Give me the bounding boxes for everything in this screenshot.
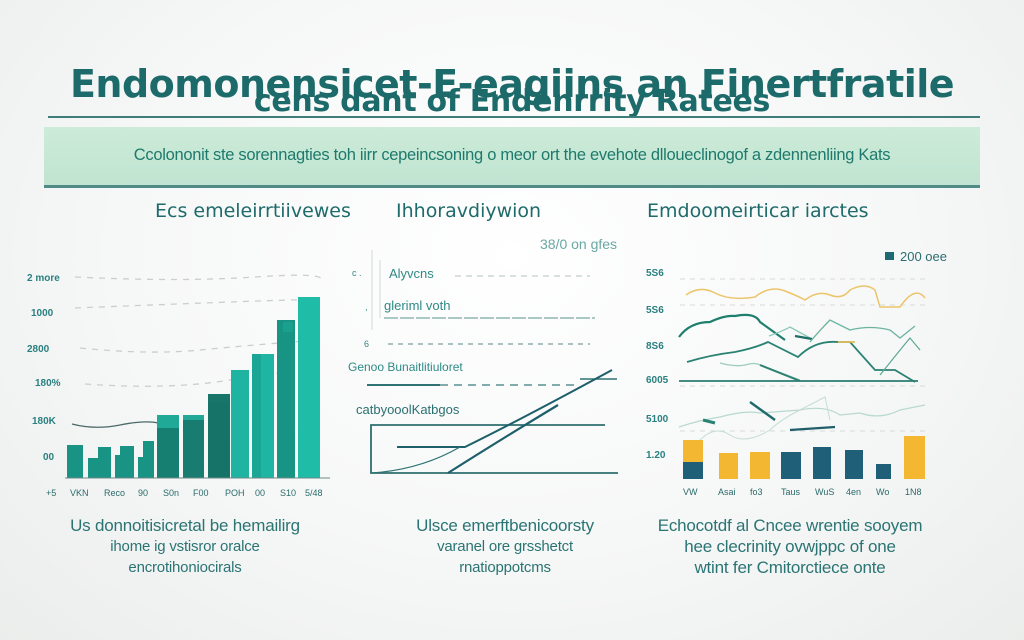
annotation-b: catbyooolKatbgos xyxy=(356,402,460,417)
x-tick: Wo xyxy=(876,487,890,497)
caption-line: ihome ig vstisror oralce xyxy=(110,538,260,555)
middle-panel-title: Ihhoravdiywion xyxy=(396,200,542,222)
caption-line: varanel ore grsshetct xyxy=(437,538,573,555)
x-tick: F00 xyxy=(193,488,209,498)
caption-line: encrotihoniocirals xyxy=(128,559,242,576)
caption-line: hee clecrinity ovwjppc of one xyxy=(684,537,896,556)
y-tick: 5S6 xyxy=(646,268,664,279)
x-tick: +5 xyxy=(46,488,57,498)
x-tick: fo3 xyxy=(750,487,763,497)
x-tick: Taus xyxy=(781,487,801,497)
y-tick: 5100 xyxy=(646,414,669,425)
row-marker: c . xyxy=(352,268,362,278)
x-tick: POH xyxy=(225,488,245,498)
x-tick: S10 xyxy=(280,488,297,498)
row-label: Alyvcns xyxy=(389,266,434,281)
x-tick: 4en xyxy=(846,487,862,497)
caption-line: wtint fer Cmitorctiece onte xyxy=(694,558,886,577)
y-tick: 180% xyxy=(35,378,61,389)
y-tick: 2800 xyxy=(27,344,50,355)
x-tick: VW xyxy=(683,487,698,497)
left-panel-title: Ecs emeleirrtiivewes xyxy=(155,200,351,222)
x-tick: Reco xyxy=(104,488,126,498)
summary-banner: Ccolononit ste sorennagties toh iirr cep… xyxy=(44,127,980,188)
top-annotation: 38/0 on gfes xyxy=(540,236,618,252)
caption-line: Ulsce emerftbenicoorsty xyxy=(416,516,594,535)
x-tick: 90 xyxy=(138,488,149,498)
left-caption: Us donnoitisicretal be hemailirg ihome i… xyxy=(20,515,350,578)
middle-caption: Ulsce emerftbenicoorsty varanel ore grss… xyxy=(360,515,650,578)
x-tick: S0n xyxy=(163,488,180,498)
caption-line: rnatioppotcms xyxy=(459,559,551,576)
right-caption: Echocotdf al Cncee wrentie sooyem hee cl… xyxy=(640,515,940,578)
y-tick: 8S6 xyxy=(646,341,664,352)
y-tick: 6005 xyxy=(646,375,669,386)
page-subtitle: cens dant of Endenrrity Ratees xyxy=(253,84,771,119)
page-title: Endomonensicet-E-eagiins an Finertfratil… xyxy=(69,62,955,106)
y-tick: 180K xyxy=(32,416,56,427)
annotation-a: Genoo Bunaitlitiuloret xyxy=(348,360,463,374)
x-tick: 5/48 xyxy=(305,488,323,498)
legend-swatch xyxy=(885,252,894,260)
x-tick: Asai xyxy=(718,487,736,497)
y-tick: 1000 xyxy=(31,308,54,319)
x-tick: VKN xyxy=(70,488,89,498)
x-tick: WuS xyxy=(815,487,835,497)
row-marker: 6 xyxy=(364,339,370,349)
y-tick: 00 xyxy=(43,452,55,463)
y-tick: 2 more xyxy=(27,273,60,284)
x-tick: 1N8 xyxy=(905,487,922,497)
row-label: gleriml voth xyxy=(384,298,451,313)
banner-text: Ccolononit ste sorennagties toh iirr cep… xyxy=(133,146,891,164)
y-tick: 5S6 xyxy=(646,305,664,316)
y-tick: 1.20 xyxy=(646,450,666,461)
header-divider xyxy=(48,116,980,118)
caption-line: Echocotdf al Cncee wrentie sooyem xyxy=(657,516,923,535)
legend-label: 200 oee xyxy=(900,249,947,264)
row-marker: , xyxy=(365,302,368,312)
x-tick: 00 xyxy=(255,488,266,498)
caption-line: Us donnoitisicretal be hemailirg xyxy=(70,516,300,535)
right-panel-title: Emdoomeirticar iarctes xyxy=(647,200,869,222)
